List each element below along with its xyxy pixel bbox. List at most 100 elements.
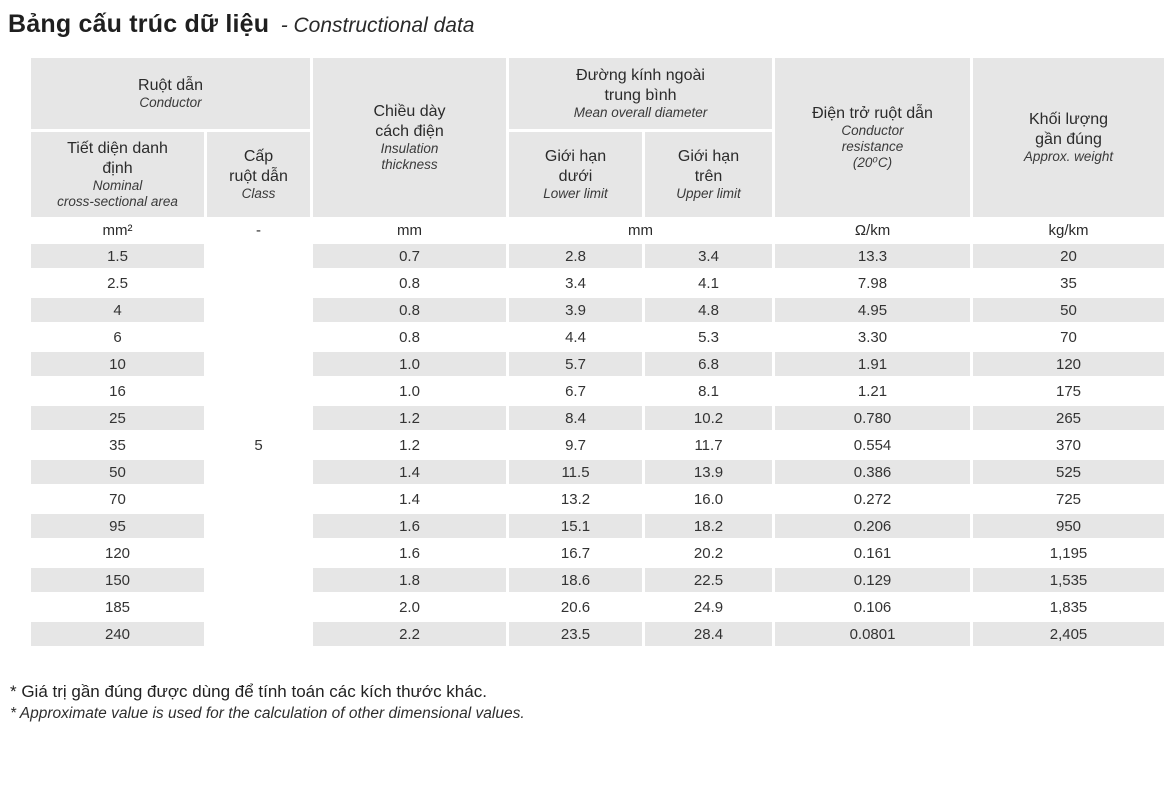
cell-upper-limit: 4.8 [641, 295, 776, 325]
cell-area: 50 [28, 457, 207, 487]
header-upper-limit: Giới hạn trên Upper limit [641, 129, 776, 220]
cell-resistance: 0.161 [772, 538, 974, 568]
cell-lower-limit: 6.7 [506, 376, 645, 406]
cell-insulation-thickness: 0.8 [310, 295, 509, 325]
table-row: 10 1.0 5.7 6.8 1.91 120 [28, 349, 1164, 379]
cell-area: 2.5 [28, 268, 207, 298]
header-resistance-vi: Điện trở ruột dẫn [812, 104, 933, 122]
cell-upper-limit: 3.4 [641, 241, 776, 271]
cell-insulation-thickness: 1.2 [310, 430, 509, 460]
page-title-english: - Constructional data [280, 14, 475, 37]
cell-resistance: 0.554 [772, 430, 974, 460]
cell-upper-limit: 11.7 [641, 430, 776, 460]
header-conductor-vi: Ruột dẫn [138, 76, 203, 94]
page-title: Bảng cấu trúc dữ liệu - Constructional d… [0, 10, 1164, 39]
cell-lower-limit: 15.1 [506, 511, 645, 541]
cell-insulation-thickness: 0.7 [310, 241, 509, 271]
cell-upper-limit: 24.9 [641, 592, 776, 622]
unit-diameter: mm [505, 217, 776, 244]
cell-lower-limit: 16.7 [506, 538, 645, 568]
cell-lower-limit: 23.5 [506, 619, 645, 649]
unit-weight: kg/km [970, 217, 1164, 244]
cell-weight: 725 [970, 484, 1164, 514]
units-row: mm² - mm mm Ω/km kg/km [28, 217, 1164, 244]
cell-resistance: 0.129 [772, 565, 974, 595]
cell-insulation-thickness: 1.4 [310, 457, 509, 487]
cell-weight: 35 [970, 268, 1164, 298]
cell-area: 4 [28, 295, 207, 325]
footnotes: * Giá trị gần đúng được dùng để tính toá… [10, 681, 1164, 725]
cell-insulation-thickness: 1.0 [310, 376, 509, 406]
header-nominal-area-en: Nominal cross-sectional area [57, 178, 178, 210]
cell-area: 120 [28, 538, 207, 568]
table-row: 120 1.6 16.7 20.2 0.161 1,195 [28, 538, 1164, 568]
header-lower-limit: Giới hạn dưới Lower limit [506, 129, 645, 220]
cell-area: 1.5 [28, 241, 207, 271]
unit-class: - [204, 217, 313, 244]
cell-insulation-thickness: 2.0 [310, 592, 509, 622]
cell-resistance: 0.106 [772, 592, 974, 622]
cell-upper-limit: 22.5 [641, 565, 776, 595]
table-row: 240 2.2 23.5 28.4 0.0801 2,405 [28, 619, 1164, 649]
cell-insulation-thickness: 1.0 [310, 349, 509, 379]
unit-area: mm² [28, 217, 207, 244]
cell-resistance: 1.91 [772, 349, 974, 379]
table-body: 1.5 5 0.7 2.8 3.4 13.3 20 2.5 0.8 3.4 4.1 7.98 35 4 0.… [28, 241, 1164, 649]
cell-insulation-thickness: 1.6 [310, 538, 509, 568]
header-class-vi: Cấp ruột dẫn [229, 148, 288, 185]
page-title-vietnamese: Bảng cấu trúc dữ liệu [8, 10, 270, 38]
cell-weight: 50 [970, 295, 1164, 325]
cell-weight: 370 [970, 430, 1164, 460]
header-resistance-en: Conductor resistance (20⁰C) [841, 123, 904, 171]
cell-upper-limit: 16.0 [641, 484, 776, 514]
cell-area: 25 [28, 403, 207, 433]
header-insulation-en: Insulation thickness [380, 141, 439, 173]
cell-weight: 1,835 [970, 592, 1164, 622]
cell-resistance: 3.30 [772, 322, 974, 352]
cell-lower-limit: 11.5 [506, 457, 645, 487]
footnote-english: * Approximate value is used for the calc… [10, 704, 525, 722]
table-row: 6 0.8 4.4 5.3 3.30 70 [28, 322, 1164, 352]
cell-lower-limit: 4.4 [506, 322, 645, 352]
cell-weight: 1,535 [970, 565, 1164, 595]
table-row: 2.5 0.8 3.4 4.1 7.98 35 [28, 268, 1164, 298]
cell-insulation-thickness: 1.6 [310, 511, 509, 541]
cell-area: 95 [28, 511, 207, 541]
cell-resistance: 0.386 [772, 457, 974, 487]
cell-upper-limit: 13.9 [641, 457, 776, 487]
table-row: 25 1.2 8.4 10.2 0.780 265 [28, 403, 1164, 433]
header-upper-limit-vi: Giới hạn trên [677, 148, 740, 185]
table-row: 185 2.0 20.6 24.9 0.106 1,835 [28, 592, 1164, 622]
cell-weight: 175 [970, 376, 1164, 406]
cell-resistance: 0.780 [772, 403, 974, 433]
cell-resistance: 4.95 [772, 295, 974, 325]
header-conductor-group: Ruột dẫn Conductor [28, 55, 313, 132]
table-row: 50 1.4 11.5 13.9 0.386 525 [28, 457, 1164, 487]
cell-weight: 265 [970, 403, 1164, 433]
cell-resistance: 1.21 [772, 376, 974, 406]
cell-upper-limit: 6.8 [641, 349, 776, 379]
constructional-data-table: Ruột dẫn Conductor Chiều dày cách điện I… [28, 55, 1164, 649]
table-row: 16 1.0 6.7 8.1 1.21 175 [28, 376, 1164, 406]
cell-weight: 70 [970, 322, 1164, 352]
cell-resistance: 0.272 [772, 484, 974, 514]
header-insulation-vi: Chiều dày cách điện [373, 103, 446, 140]
cell-lower-limit: 2.8 [506, 241, 645, 271]
cell-insulation-thickness: 1.2 [310, 403, 509, 433]
cell-insulation-thickness: 1.4 [310, 484, 509, 514]
header-lower-limit-vi: Giới hạn dưới [544, 148, 607, 185]
cell-insulation-thickness: 2.2 [310, 619, 509, 649]
cell-weight: 20 [970, 241, 1164, 271]
header-conductor-resistance: Điện trở ruột dẫn Conductor resistance (… [772, 55, 974, 220]
header-diameter-group: Đường kính ngoài trung bình Mean overall… [505, 55, 776, 132]
cell-resistance: 13.3 [772, 241, 974, 271]
cell-upper-limit: 28.4 [641, 619, 776, 649]
cell-lower-limit: 20.6 [506, 592, 645, 622]
unit-resistance: Ω/km [772, 217, 974, 244]
header-diameter-en: Mean overall diameter [573, 105, 708, 121]
table-row: 95 1.6 15.1 18.2 0.206 950 [28, 511, 1164, 541]
header-upper-limit-en: Upper limit [676, 186, 741, 202]
cell-upper-limit: 10.2 [641, 403, 776, 433]
cell-area: 6 [28, 322, 207, 352]
cell-weight: 2,405 [970, 619, 1164, 649]
